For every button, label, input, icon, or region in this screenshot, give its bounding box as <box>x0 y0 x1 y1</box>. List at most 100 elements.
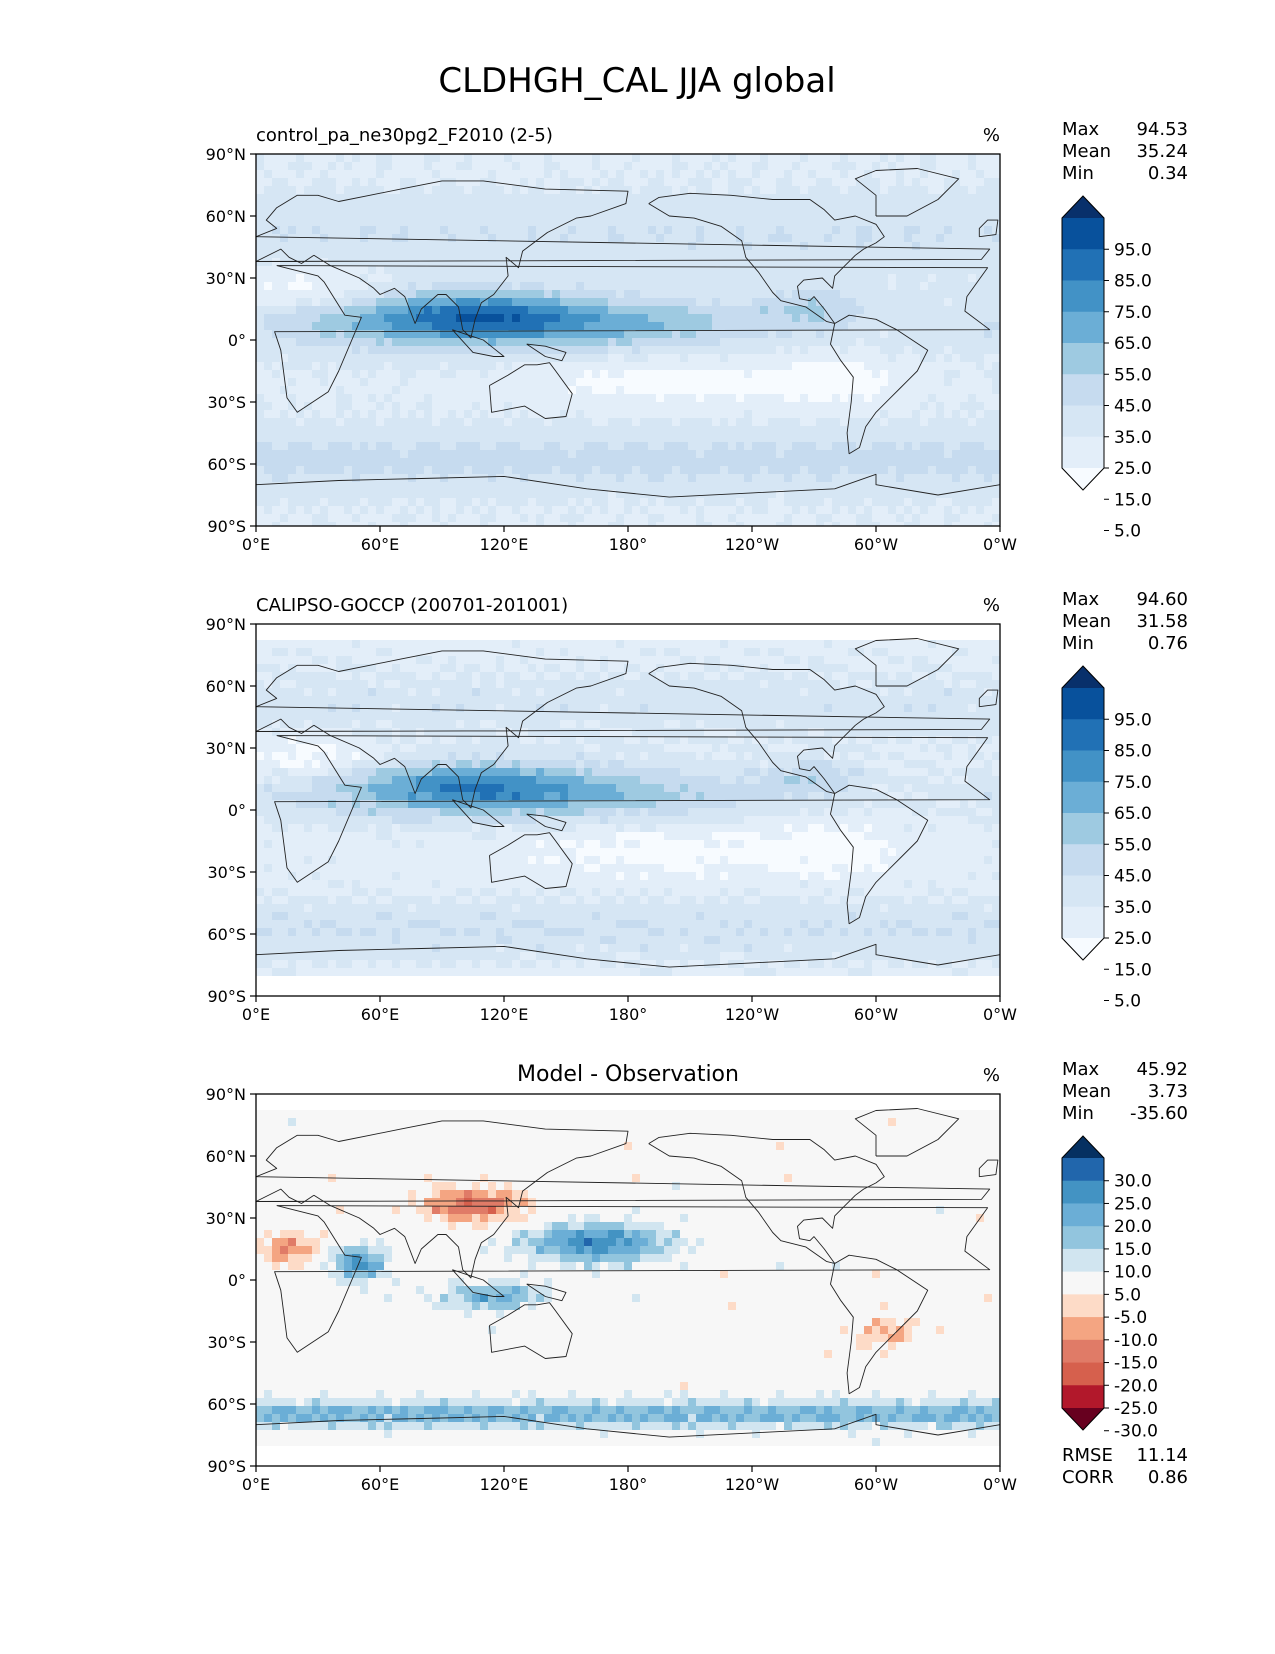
y-tick-label: 30°S <box>207 863 246 882</box>
stat-min-label: Min <box>1062 163 1094 184</box>
panel-title-left: control_pa_ne30pg2_F2010 (2-5) <box>256 125 553 146</box>
colorbar-label: 85.0 <box>1114 742 1152 762</box>
colorbar-label: 5.0 <box>1114 522 1141 542</box>
colorbar-label: 55.0 <box>1114 835 1152 855</box>
colorbar-swatch <box>1062 1226 1104 1249</box>
x-tick-label: 120°W <box>725 535 780 554</box>
colorbar-swatch <box>1062 343 1104 375</box>
stat-max-label: Max <box>1062 589 1100 610</box>
stat-max-value: 45.92 <box>1136 1059 1188 1080</box>
y-tick-label: 30°N <box>206 739 246 758</box>
colorbar-swatch <box>1062 406 1104 438</box>
colorbar-label: 5.0 <box>1114 992 1141 1012</box>
colorbar-label: -10.0 <box>1114 1331 1158 1351</box>
colorbar-swatch <box>1062 1272 1104 1295</box>
x-tick-label: 60°W <box>854 535 898 554</box>
colorbar-label: 30.0 <box>1114 1172 1152 1192</box>
colorbar-extend-max <box>1062 196 1104 218</box>
colorbar-swatch <box>1062 688 1104 720</box>
y-tick-label: 60°S <box>207 1395 246 1414</box>
y-tick-label: 0° <box>228 331 246 350</box>
map-field <box>256 154 1001 531</box>
colorbar-swatch <box>1062 1340 1104 1363</box>
colorbar-swatch <box>1062 249 1104 281</box>
x-tick-label: 60°W <box>854 1005 898 1024</box>
stat-min-value: -35.60 <box>1130 1103 1188 1124</box>
stat-min-label: Min <box>1062 633 1094 654</box>
x-tick-label: 0°W <box>983 1005 1017 1024</box>
colorbar-label: 25.0 <box>1114 1194 1152 1214</box>
stat-corr-value: 0.86 <box>1148 1467 1188 1488</box>
colorbar-swatch <box>1062 1158 1104 1181</box>
colorbar-swatch <box>1062 281 1104 313</box>
panel-title-center: Model - Observation <box>517 1062 739 1087</box>
colorbar-swatch <box>1062 1249 1104 1272</box>
panel-title-left: CALIPSO-GOCCP (200701-201001) <box>256 595 568 616</box>
stats-box: Max 94.60 Mean 31.58 Min 0.76 <box>1062 589 1188 654</box>
y-tick-label: 60°N <box>206 207 246 226</box>
colorbar-label: 85.0 <box>1114 272 1152 292</box>
x-tick-label: 120°E <box>480 1005 529 1024</box>
colorbar-label: 15.0 <box>1114 490 1152 510</box>
colorbar-extend-min <box>1062 938 1104 960</box>
map-field <box>256 624 1001 1001</box>
colorbar-swatch <box>1062 751 1104 783</box>
stat-max-value: 94.53 <box>1136 119 1188 140</box>
stat-min-value: 0.34 <box>1148 163 1188 184</box>
stat-max-label: Max <box>1062 119 1100 140</box>
colorbar-label: 45.0 <box>1114 867 1152 887</box>
colorbar-swatch <box>1062 374 1104 406</box>
colorbar-swatch <box>1062 782 1104 814</box>
figure-title: CLDHGH_CAL JJA global <box>438 61 835 101</box>
panel-units: % <box>983 125 1000 146</box>
colorbar-swatch <box>1062 437 1104 469</box>
colorbar-label: 95.0 <box>1114 710 1152 730</box>
x-tick-label: 0°W <box>983 1475 1017 1494</box>
y-tick-label: 90°N <box>206 615 246 634</box>
colorbar-label: 15.0 <box>1114 960 1152 980</box>
x-tick-label: 0°E <box>242 1005 270 1024</box>
rmse-corr-box: RMSE 11.14 CORR 0.86 <box>1062 1445 1188 1488</box>
stat-mean-value: 3.73 <box>1148 1081 1188 1102</box>
colorbar: 95.085.075.065.055.045.035.025.015.05.0 <box>1062 666 1152 1012</box>
colorbar-swatch <box>1062 1203 1104 1226</box>
x-tick-label: 60°E <box>361 535 399 554</box>
x-tick-label: 120°W <box>725 1475 780 1494</box>
stat-mean-value: 35.24 <box>1136 141 1188 162</box>
colorbar-label: 65.0 <box>1114 334 1152 354</box>
stat-mean-label: Mean <box>1062 611 1111 632</box>
stat-max-label: Max <box>1062 1059 1100 1080</box>
stat-min-label: Min <box>1062 1103 1094 1124</box>
y-tick-label: 90°S <box>207 987 246 1006</box>
colorbar-swatch <box>1062 813 1104 845</box>
x-tick-label: 0°E <box>242 535 270 554</box>
stat-rmse-label: RMSE <box>1062 1445 1113 1466</box>
y-tick-label: 60°N <box>206 1147 246 1166</box>
colorbar-swatch <box>1062 1385 1104 1408</box>
x-tick-label: 180° <box>609 535 648 554</box>
y-tick-label: 90°S <box>207 517 246 536</box>
colorbar-label: 55.0 <box>1114 365 1152 385</box>
colorbar-label: 25.0 <box>1114 929 1152 949</box>
y-tick-label: 30°N <box>206 1209 246 1228</box>
y-tick-label: 30°S <box>207 393 246 412</box>
colorbar-label: -30.0 <box>1114 1422 1158 1442</box>
colorbar-label: 45.0 <box>1114 397 1152 417</box>
y-tick-label: 60°N <box>206 677 246 696</box>
x-tick-label: 180° <box>609 1475 648 1494</box>
colorbar-label: -5.0 <box>1114 1308 1147 1328</box>
colorbar-label: -20.0 <box>1114 1376 1158 1396</box>
colorbar-label: 35.0 <box>1114 898 1152 918</box>
colorbar-extend-min <box>1062 468 1104 490</box>
x-tick-label: 120°W <box>725 1005 780 1024</box>
colorbar-extend-min <box>1062 1408 1104 1430</box>
colorbar-extend-max <box>1062 666 1104 688</box>
panel-units: % <box>983 1065 1000 1086</box>
colorbar-swatch <box>1062 719 1104 751</box>
y-tick-label: 30°N <box>206 269 246 288</box>
x-tick-label: 60°E <box>361 1475 399 1494</box>
stat-rmse-value: 11.14 <box>1136 1445 1188 1466</box>
colorbar-swatch <box>1062 312 1104 344</box>
